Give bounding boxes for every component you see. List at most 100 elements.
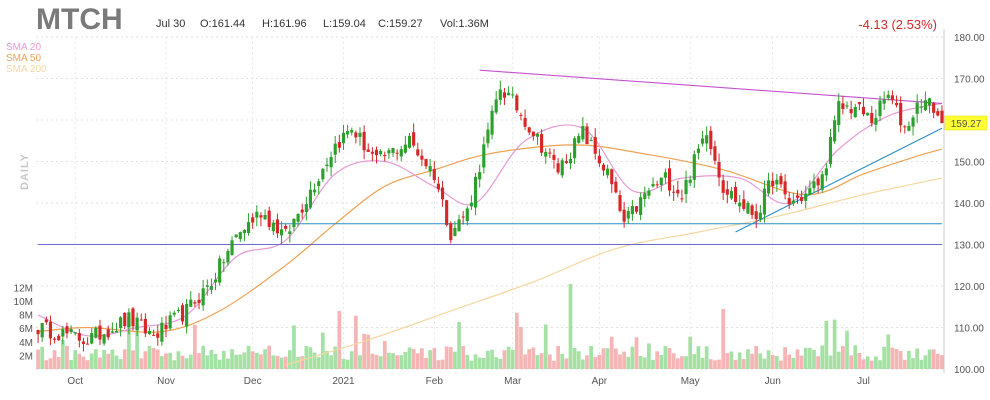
- volume-bar: [184, 358, 189, 369]
- legend-sma50: SMA 50: [6, 53, 41, 64]
- candle-body: [692, 154, 696, 180]
- candle-body: [907, 125, 911, 131]
- price-axis: 100.00110.00120.00130.00140.00150.00160.…: [954, 33, 985, 376]
- candle-body: [313, 189, 317, 193]
- candle-body: [535, 133, 540, 137]
- volume-bar: [605, 348, 610, 369]
- volume-bar: [98, 357, 102, 369]
- candle-body: [213, 279, 218, 283]
- candle-body: [304, 204, 308, 213]
- candle-body: [354, 132, 358, 138]
- volume-bar: [869, 360, 874, 369]
- volume-bar: [556, 345, 560, 369]
- candle-body: [284, 225, 288, 229]
- volume-bar: [659, 354, 664, 369]
- candle-body: [894, 103, 899, 106]
- candle-body: [482, 144, 486, 168]
- volume-bar: [486, 350, 490, 369]
- volume-bar: [927, 349, 932, 369]
- candle-body: [172, 312, 176, 315]
- candle-body: [581, 126, 585, 140]
- candle-body: [296, 214, 300, 222]
- candle-body: [659, 177, 663, 186]
- volume-bar: [696, 346, 701, 369]
- volume-bar: [737, 352, 742, 369]
- volume-bar: [816, 356, 820, 369]
- candle-body: [259, 215, 263, 218]
- candle-body: [696, 148, 700, 153]
- month-label-Oct: Oct: [67, 376, 83, 387]
- candle-body: [164, 324, 168, 330]
- candle-body: [866, 112, 870, 116]
- candle-body: [432, 169, 436, 180]
- volume-bar: [234, 354, 239, 369]
- candle-body: [762, 188, 767, 215]
- candle-body: [593, 137, 597, 154]
- candle-body: [771, 180, 775, 186]
- volume-bar: [713, 360, 717, 369]
- volume-bar: [155, 349, 160, 369]
- candle-body: [168, 315, 172, 329]
- candle-body: [77, 333, 81, 341]
- candle-body: [643, 193, 647, 199]
- month-label-Feb: Feb: [426, 376, 444, 387]
- candle-body: [548, 152, 552, 154]
- volume-bar: [164, 353, 168, 369]
- candle-body: [366, 149, 370, 153]
- candle-body: [53, 338, 57, 340]
- candle-body: [870, 113, 874, 124]
- volume-bar: [585, 355, 589, 369]
- volume-bar: [267, 345, 272, 369]
- candle-body: [515, 95, 519, 111]
- candle-body: [531, 131, 535, 137]
- candle-body: [403, 144, 407, 153]
- candle-body: [453, 227, 457, 236]
- candle-body: [271, 222, 275, 232]
- candle-body: [853, 107, 857, 118]
- volume-bar: [387, 352, 391, 369]
- candle-body: [119, 317, 123, 329]
- candle-body: [717, 162, 721, 178]
- volume-bar: [498, 358, 503, 369]
- candle-body: [758, 212, 762, 220]
- candle-body: [511, 94, 515, 96]
- candle-body: [123, 312, 127, 327]
- volume-bar: [593, 357, 598, 369]
- volume-bar: [907, 350, 911, 369]
- volume-bar: [799, 355, 804, 369]
- volume-bar: [721, 308, 726, 369]
- volume-bar: [395, 355, 399, 369]
- candle-body: [86, 343, 90, 345]
- candle-body: [473, 176, 478, 208]
- volume-bar: [812, 349, 816, 369]
- candle-body: [779, 176, 783, 185]
- candle-body: [634, 206, 639, 212]
- candle-body: [857, 102, 861, 105]
- volume-bar: [836, 351, 841, 369]
- trendline-0: [479, 69, 942, 104]
- candle-body: [325, 164, 329, 167]
- volume-bar: [535, 355, 540, 369]
- candle-body: [395, 152, 399, 154]
- volume-bar: [919, 359, 924, 369]
- candle-body: [230, 240, 234, 255]
- price-change: -4.13 (2.53%): [858, 17, 937, 32]
- volume-bar: [114, 355, 119, 369]
- candle-body: [234, 234, 238, 238]
- volume-bar: [69, 360, 73, 369]
- volume-bar: [56, 356, 61, 369]
- volume-bar: [461, 346, 466, 369]
- volume-bar: [238, 354, 243, 369]
- price-tick-110: 110.00: [954, 324, 984, 335]
- price-tick-120: 120.00: [954, 282, 985, 293]
- candle-body: [205, 285, 209, 287]
- quote-close: C:159.27: [378, 18, 423, 30]
- volume-bar: [572, 347, 577, 369]
- candle-body: [193, 302, 197, 304]
- candle-body: [795, 195, 800, 198]
- volume-bar: [448, 347, 453, 369]
- candle-body: [573, 138, 577, 159]
- volume-bar: [333, 346, 338, 369]
- volume-bar: [853, 345, 858, 369]
- candle-body: [824, 168, 828, 176]
